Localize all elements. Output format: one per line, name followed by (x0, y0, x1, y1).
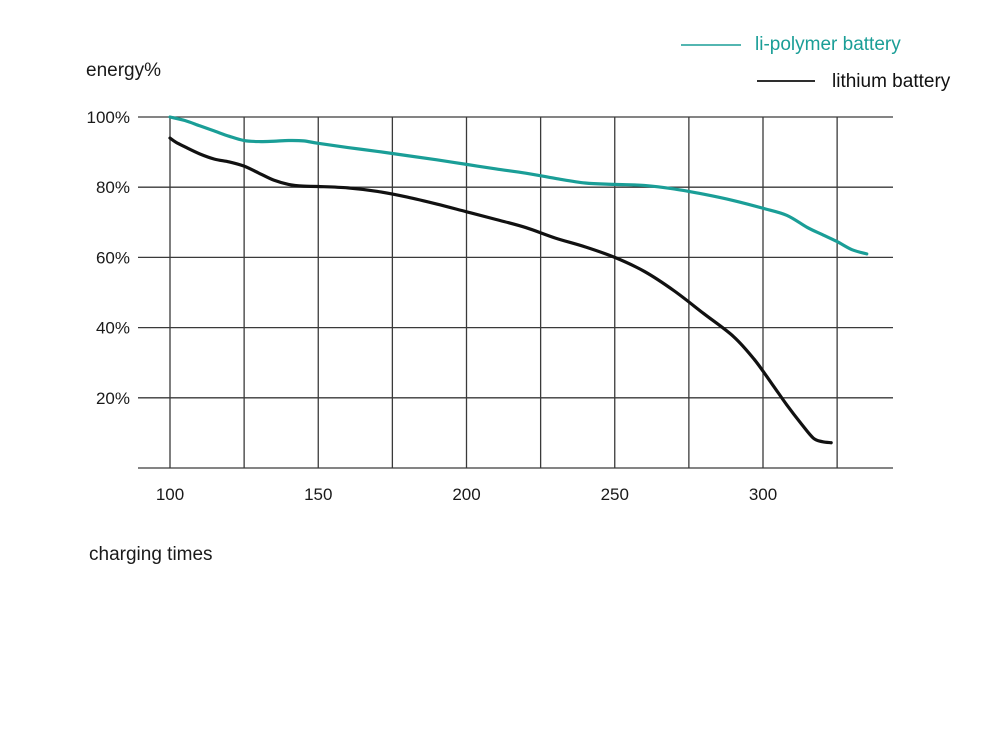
x-tick-label: 150 (304, 485, 332, 504)
series-line-lithium (168, 136, 833, 445)
tick-labels: 20% 40% 60% 80% 100% 100 150 200 250 300 (87, 108, 778, 504)
y-tick-label: 80% (96, 178, 130, 197)
y-axis-title: energy% (86, 60, 161, 81)
y-tick-label: 40% (96, 319, 130, 338)
series-lines (168, 115, 869, 445)
legend-label-li-polymer: li-polymer battery (755, 34, 901, 55)
series-line-li-polymer (168, 115, 869, 256)
x-tick-label: 300 (749, 485, 777, 504)
y-tick-label: 100% (87, 108, 130, 127)
x-tick-label: 200 (452, 485, 480, 504)
legend: li-polymer battery lithium battery (681, 34, 951, 92)
y-tick-label: 60% (96, 248, 130, 267)
x-axis-title: charging times (89, 544, 213, 565)
x-tick-label: 100 (156, 485, 184, 504)
x-tick-label: 250 (601, 485, 629, 504)
y-tick-label: 20% (96, 389, 130, 408)
legend-label-lithium: lithium battery (832, 71, 951, 92)
